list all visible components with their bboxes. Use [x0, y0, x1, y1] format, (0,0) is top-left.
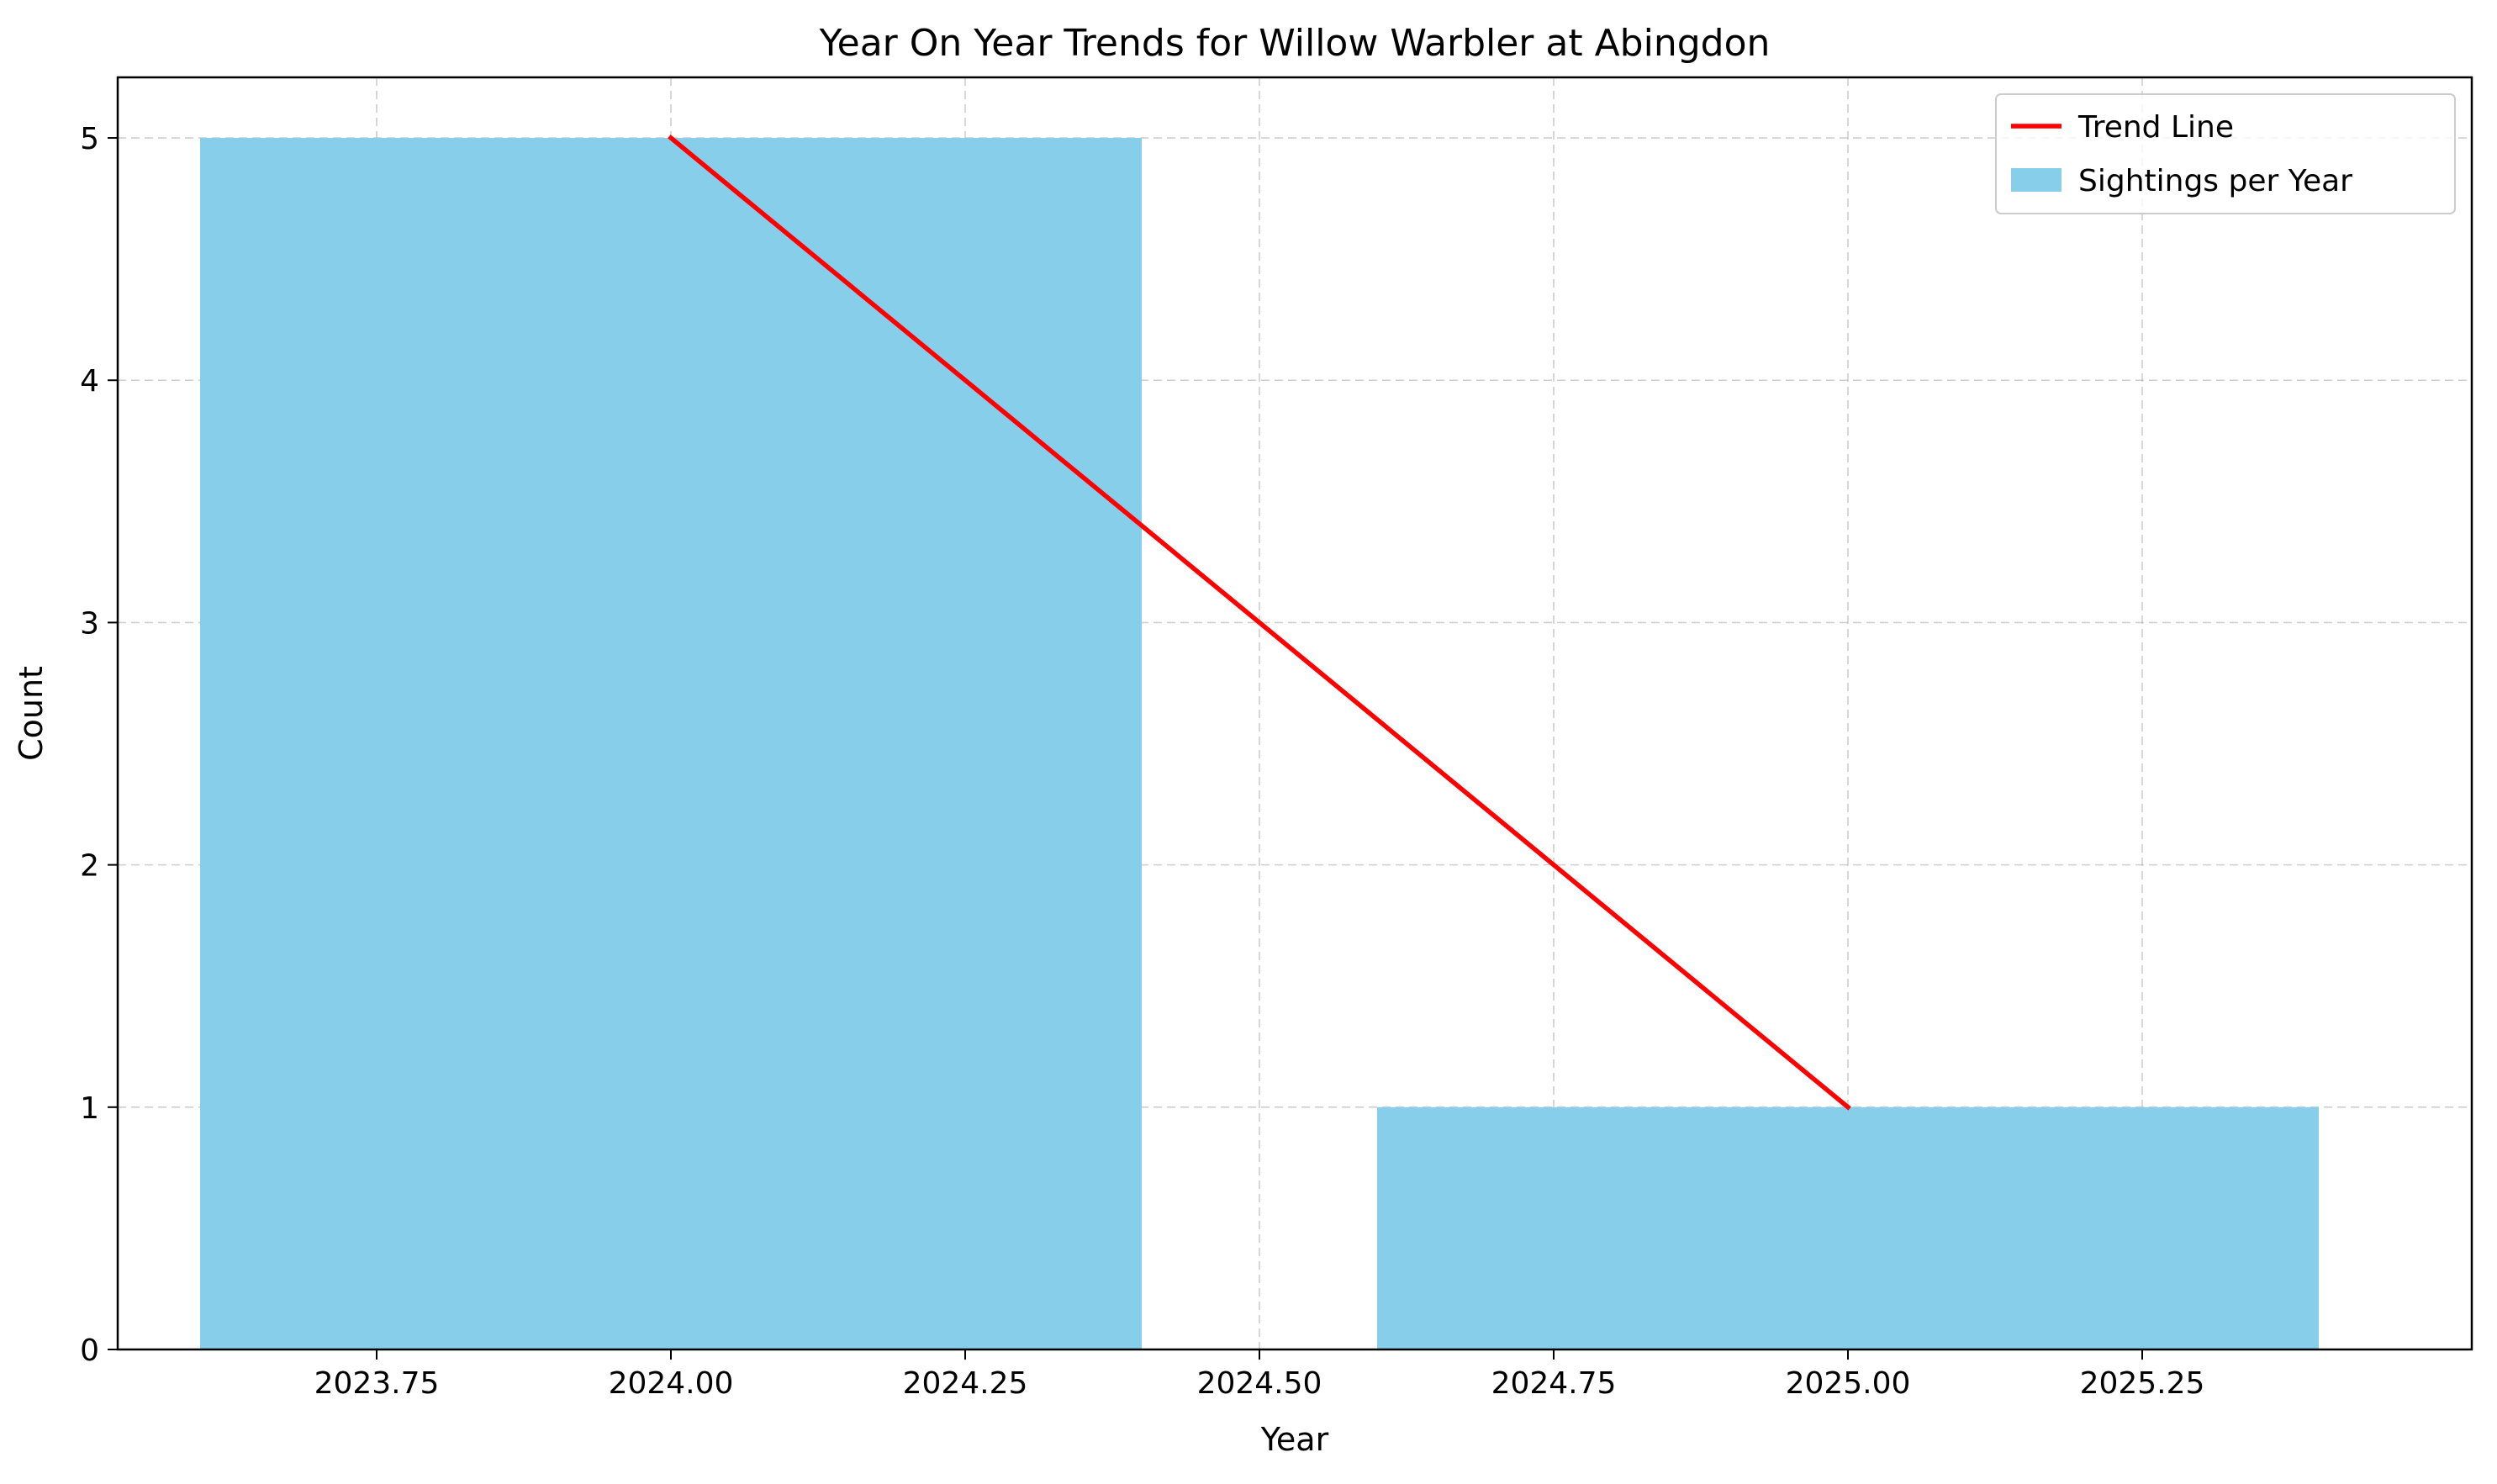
plot-frame [116, 76, 2473, 1351]
x-tick-label: 2024.00 [609, 1366, 734, 1401]
trend-line-layer [668, 135, 1851, 1111]
legend-label: Trend Line [2077, 110, 2234, 145]
chart-title: Year On Year Trends for Willow Warbler a… [819, 22, 1771, 65]
y-tick-label: 4 [80, 364, 99, 399]
y-tick-label: 2 [80, 849, 99, 884]
y-axis: 0 1 2 3 4 5 [80, 122, 118, 1368]
x-tick-label: 2024.50 [1197, 1366, 1322, 1401]
x-axis-label: Year [1260, 1421, 1329, 1458]
bar-2024 [200, 138, 1142, 1350]
x-tick-label: 2024.75 [1491, 1366, 1617, 1401]
y-tick-label: 5 [80, 122, 99, 156]
y-axis-label: Count [13, 666, 50, 761]
legend-box [1995, 93, 2456, 214]
x-tick-label: 2025.00 [1786, 1366, 1911, 1401]
y-tick-label: 3 [80, 606, 99, 641]
x-tick-label: 2024.25 [903, 1366, 1028, 1401]
bars [200, 138, 2319, 1350]
x-axis: 2023.75 2024.00 2024.25 2024.50 2024.75 2025.… [314, 1349, 2205, 1401]
x-tick-label: 2025.25 [2080, 1366, 2205, 1401]
legend-swatch-patch [2011, 168, 2061, 192]
y-tick-label: 1 [80, 1091, 99, 1126]
legend-label: Sightings per Year [2078, 164, 2352, 198]
legend: Trend Line Sightings per Year [1995, 93, 2456, 214]
x-tick-label: 2023.75 [314, 1366, 440, 1401]
y-tick-label: 0 [80, 1333, 99, 1368]
trend-line [668, 135, 1851, 1111]
bar-2025 [1377, 1106, 2319, 1349]
